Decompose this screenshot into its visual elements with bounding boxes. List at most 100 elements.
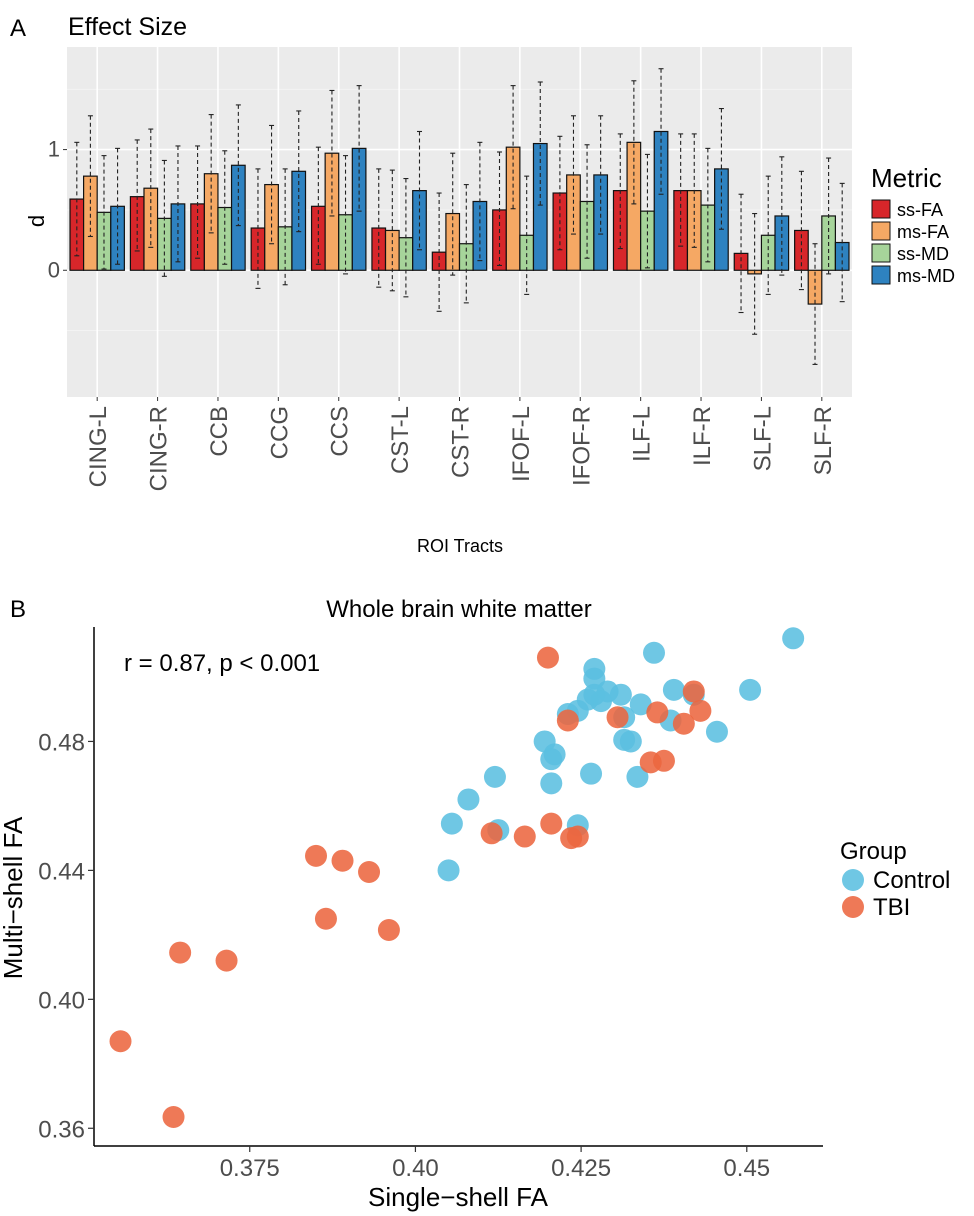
y-tick-label: 0.48 (38, 729, 85, 756)
x-tick-label: SLF-L (749, 406, 776, 471)
bar (626, 141, 642, 271)
x-tick-label: SLF-R (810, 406, 837, 475)
x-axis-a: CING-L CING-R CCB CCG CCS CST-L CST-R IFOF-L IFO… (85, 397, 837, 491)
control-point (782, 627, 805, 650)
x-tick-label: ILF-R (689, 406, 716, 466)
y-tick-label: 1 (48, 137, 60, 162)
x-tick-label: CCB (206, 406, 233, 457)
legend-group-title: Group (840, 838, 907, 865)
x-tick-label: CST-R (448, 406, 475, 478)
bar (686, 190, 702, 271)
bar (431, 251, 447, 271)
panel-b-label: B (10, 596, 26, 623)
tbi-point (556, 709, 579, 732)
x-tick-label: 0.425 (551, 1155, 611, 1182)
tbi-point (358, 860, 381, 883)
x-tick-label: IFOF-L (508, 406, 535, 482)
x-tick-label: 0.40 (392, 1155, 439, 1182)
tbi-point (169, 941, 192, 964)
bar (612, 190, 628, 271)
correlation-annotation: r = 0.87, p < 0.001 (124, 650, 320, 677)
tbi-point (162, 1105, 185, 1128)
tbi-point (331, 849, 354, 872)
tbi-point (314, 907, 337, 930)
legend-marker (842, 896, 864, 918)
control-point (626, 765, 649, 788)
tbi-point (480, 822, 503, 845)
panel-a-label: A (10, 15, 26, 42)
scatter-panel: B Whole brain white matter 0.360.400.440… (0, 596, 950, 1212)
tbi-point (566, 825, 589, 848)
tbi-point (606, 706, 629, 729)
control-point (540, 772, 563, 795)
scatter-points (109, 627, 805, 1128)
y-tick-label: 0.44 (38, 858, 85, 885)
y-axis-b-title: Multi−shell FA (0, 816, 28, 979)
y-axis-a: 01 (48, 137, 67, 282)
x-tick-label: 0.375 (220, 1155, 280, 1182)
bar (552, 192, 568, 271)
control-point (437, 859, 460, 882)
control-point (580, 762, 603, 785)
legend-label: ss-MD (897, 244, 949, 264)
x-tick-label: CING-L (85, 406, 112, 487)
tbi-point (540, 812, 563, 835)
control-point (662, 678, 685, 701)
control-point (540, 748, 563, 771)
bar (291, 170, 307, 271)
y-tick-label: 0 (48, 257, 60, 282)
y-axis-a-title: d (24, 215, 49, 227)
x-tick-label: ILF-L (629, 406, 656, 462)
error-bar-group (74, 68, 845, 365)
bar (445, 212, 461, 271)
x-axis-b-title: Single−shell FA (368, 1182, 549, 1212)
control-point (457, 788, 480, 811)
legend-metric-title: Metric (871, 163, 942, 193)
control-point (619, 730, 642, 753)
x-tick-label: CST-L (387, 406, 414, 474)
tbi-point (305, 844, 328, 867)
tbi-point (682, 680, 705, 703)
x-axis-b: 0.375 0.40 0.425 0.45 (220, 1146, 770, 1182)
tbi-point (672, 712, 695, 735)
legend-label: TBI (873, 894, 910, 921)
tbi-point (513, 825, 536, 848)
tbi-point (639, 751, 662, 774)
legend-swatch (871, 243, 891, 263)
x-tick-label: CCG (266, 406, 293, 459)
legend-label: ss-FA (897, 200, 943, 220)
tbi-point (646, 701, 669, 724)
bar (351, 147, 367, 271)
tbi-point (536, 646, 559, 669)
x-tick-label: IFOF-R (568, 406, 595, 486)
control-point (629, 693, 652, 716)
y-axis-b: 0.36 0.40 0.44 0.48 (38, 729, 94, 1143)
control-point (739, 678, 762, 701)
bar (673, 190, 689, 271)
x-tick-label: 0.45 (723, 1155, 770, 1182)
control-point (483, 765, 506, 788)
tbi-point (377, 919, 400, 942)
legend-label: Control (873, 867, 950, 894)
bar (714, 168, 729, 271)
x-axis-a-title: ROI Tracts (417, 536, 503, 556)
control-point (705, 720, 728, 743)
panel-b-title: Whole brain white matter (326, 596, 591, 623)
y-tick-label: 0.40 (38, 987, 85, 1014)
tbi-point (689, 699, 712, 722)
effect-size-panel: A Effect Size 01 CING-L CING-R CCB CCG CCS CS… (10, 13, 955, 556)
control-point (609, 683, 632, 706)
control-point (643, 641, 666, 664)
bar (532, 142, 548, 271)
legend-label: ms-MD (897, 266, 955, 286)
tbi-point (215, 949, 238, 972)
y-tick-label: 0.36 (38, 1116, 85, 1143)
x-tick-label: CING-R (146, 406, 173, 491)
legend-swatch (871, 265, 891, 285)
legend-label: ms-FA (897, 222, 949, 242)
legend-swatch (871, 199, 891, 219)
x-tick-label: CCS (327, 406, 354, 457)
